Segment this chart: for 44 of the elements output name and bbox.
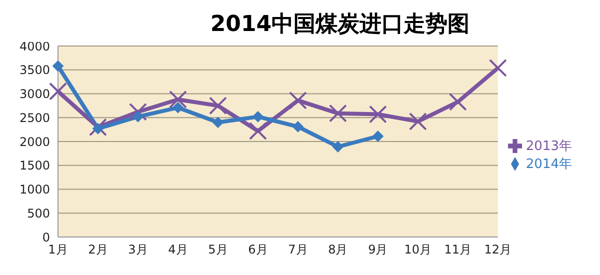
- x-tick-label: 4月: [168, 242, 188, 257]
- y-tick-label: 3500: [19, 63, 50, 78]
- point: [408, 112, 427, 130]
- x-tick-label: 8月: [328, 242, 348, 257]
- x-tick-label: 1月: [48, 242, 68, 257]
- point: [248, 122, 267, 140]
- y-tick-label: 500: [27, 206, 50, 220]
- legend-label: 2013年: [526, 138, 572, 154]
- x-tick-label: 6月: [248, 242, 268, 257]
- point: [328, 104, 347, 122]
- point: [212, 116, 224, 128]
- point: [88, 118, 107, 136]
- chart-title: 2014中国煤炭进口走势图: [210, 12, 470, 37]
- x-tick-label: 7月: [288, 242, 308, 257]
- point: [288, 91, 307, 110]
- x-tick-label: 3月: [128, 242, 148, 257]
- x-tick-label: 11月: [444, 242, 472, 257]
- point: [488, 58, 507, 77]
- point: [292, 121, 304, 132]
- point: [128, 102, 147, 121]
- x-tick-label: 12月: [484, 242, 512, 257]
- y-tick-label: 1000: [19, 182, 50, 197]
- point: [132, 111, 144, 122]
- y-tick-label: 3000: [19, 87, 50, 102]
- x-tick-label: 2月: [88, 242, 108, 257]
- point: [252, 111, 264, 122]
- point: [372, 130, 384, 142]
- point: [208, 96, 227, 115]
- point: [168, 90, 187, 108]
- y-tick-label: 0: [42, 230, 50, 244]
- x-tick-label: 9月: [368, 242, 388, 257]
- point: [92, 123, 104, 134]
- y-tick-label: 1500: [19, 158, 50, 173]
- x-tick-label: 5月: [208, 242, 228, 257]
- y-tick-label: 2000: [19, 134, 50, 149]
- point: [332, 141, 344, 152]
- point: [368, 105, 387, 124]
- point: [49, 82, 67, 100]
- y-tick-label: 2500: [19, 110, 50, 125]
- point: [448, 92, 467, 111]
- point: [172, 102, 184, 114]
- legend-label: 2014年: [526, 156, 572, 172]
- point: [52, 60, 64, 72]
- x-tick-label: 10月: [404, 242, 432, 257]
